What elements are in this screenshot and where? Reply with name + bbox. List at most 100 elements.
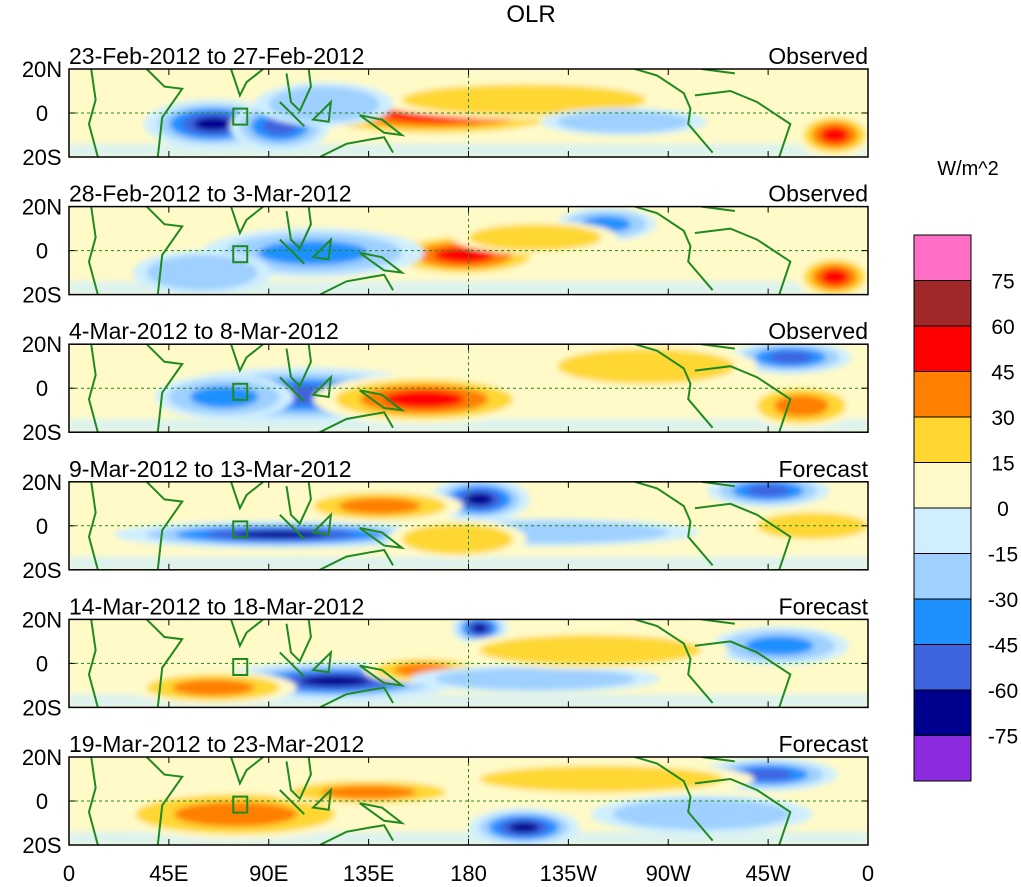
y-tick-label: 20N [22,332,62,357]
coastline [319,273,394,295]
y-tick-label: 0 [36,239,48,264]
negative-anomaly-contour [471,623,488,633]
y-tick-label: 20S [22,145,61,170]
negative-anomaly-contour [745,636,814,656]
colorbar-tick-label: 75 [991,271,1014,294]
coastline [87,619,99,708]
positive-anomaly-contour [820,127,849,143]
region-box [232,658,249,676]
panel-kind-label: Observed [768,181,868,207]
coastline [319,686,394,708]
colorbar-swatch [913,280,972,327]
colorbar-swatch [913,644,972,691]
coastline [279,512,333,540]
coastline [230,619,265,649]
coastline [230,481,265,511]
coastline [285,481,312,526]
coastline [230,344,265,374]
coastline [694,227,792,295]
panel-kind-label: Forecast [779,731,869,757]
y-tick-label: 0 [36,376,48,401]
olr-anomaly-field [69,80,868,157]
coastline [319,411,394,433]
y-tick-label: 0 [36,651,48,676]
coastlines [87,69,792,157]
negative-anomaly-contour [465,493,494,506]
positive-anomaly-contour [320,785,417,799]
y-tick-label: 20N [22,607,62,632]
coastline [319,136,394,157]
coastline [279,236,333,265]
y-tick-label: 20S [22,420,61,445]
coastline [319,548,394,570]
map-panel: 20N 0 20S 28-Feb-2012 to 3-Mar-2012 Observed [22,181,869,308]
panels: 20N 0 20S 23-Feb-2012 to 27-Feb-2012 Observe… [22,43,869,858]
colorbar-tick-label: 0 [997,498,1009,521]
coastline [145,206,184,295]
y-tick-label: 20S [22,695,61,720]
positive-anomaly-contour [479,765,724,793]
coastline [87,69,99,157]
coastline [285,69,312,113]
x-tick-label: 90E [249,861,288,886]
coastline [279,374,333,403]
x-tick-label: 180 [450,861,487,886]
y-tick-label: 20N [22,195,62,220]
colorbar-tick-label: -75 [988,726,1018,749]
colorbar-swatch [913,598,972,645]
panel-kind-label: Forecast [779,593,869,619]
coastline [279,649,333,678]
coastline [359,114,406,137]
coastline [279,787,333,815]
coastline [694,777,792,845]
colorbar-tick-label: 30 [991,407,1014,430]
positive-anomaly-contour [820,269,849,285]
negative-anomaly-contour [146,255,258,291]
colorbar-tick-label: 45 [991,362,1014,385]
region-box [232,107,249,126]
colorbar-tick-label: -60 [988,680,1018,703]
negative-anomaly-contour [768,351,813,364]
panel-period-label: 9-Mar-2012 to 13-Mar-2012 [69,456,352,482]
map-panel: 20N 0 20S 14-Mar-2012 to 18-Mar-2012 Forecas… [22,593,869,720]
region-box [232,795,249,814]
colorbar-tick-label: -45 [988,635,1018,658]
coastline [279,99,333,127]
coastline [359,664,406,687]
panel-period-label: 23-Feb-2012 to 27-Feb-2012 [69,43,364,69]
y-tick-label: 20S [22,283,61,308]
chart-title: OLR [506,1,555,28]
positive-anomaly-contour [384,390,464,409]
colorbar-units-label: W/m^2 [937,158,999,180]
panel-period-label: 14-Mar-2012 to 18-Mar-2012 [69,593,364,619]
colorbar-swatch [913,735,972,782]
colorbar-tick-label: 15 [991,453,1014,476]
coastline [285,344,312,388]
colorbar-swatch [913,462,972,509]
y-tick-label: 0 [36,789,48,814]
region-box [232,520,249,539]
coastline [694,89,792,157]
coastlines [87,206,792,295]
colorbar-swatch [913,371,972,418]
olr-anomaly-field [69,758,868,845]
coastline [230,69,265,98]
coastlines [87,757,792,845]
coastline [230,206,265,236]
map-panel: 20N 0 20S 23-Feb-2012 to 27-Feb-2012 Observe… [22,43,869,170]
coastline [87,344,99,433]
y-tick-label: 20S [22,558,61,583]
coastline [359,527,406,550]
colorbar: 75 60 45 30 15 0 -15 -30 -45 -60 -75 [913,234,1018,782]
map-panel: 20N 0 20S 19-Mar-2012 to 23-Mar-2012 Forecas… [22,731,869,858]
coastline [145,69,184,157]
panel-period-label: 19-Mar-2012 to 23-Mar-2012 [69,731,364,757]
coastline [359,389,406,412]
negative-anomaly-contour [557,110,691,133]
coastline [87,481,99,570]
x-tick-label: 45W [746,861,791,886]
positive-anomaly-contour [401,84,647,116]
coastline [145,757,184,845]
coastlines [87,344,792,433]
